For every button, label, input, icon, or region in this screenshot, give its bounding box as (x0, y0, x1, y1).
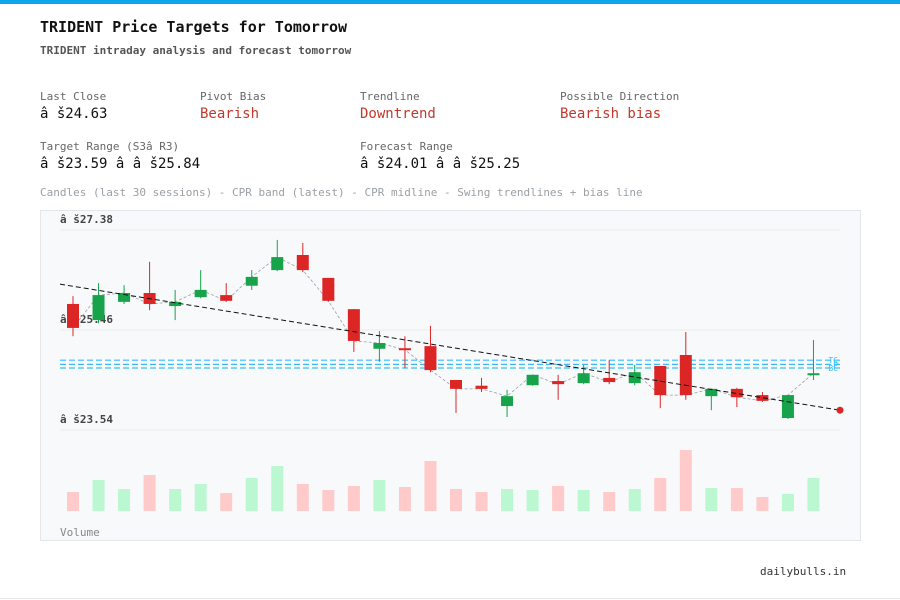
volume-bar (220, 493, 233, 511)
volume-bar (398, 487, 411, 511)
stat-label: Trendline (360, 90, 420, 103)
candle-body (118, 293, 131, 302)
candle-body (322, 277, 335, 301)
candle-body (245, 276, 258, 286)
volume-bar (807, 478, 820, 511)
candle-body (730, 388, 743, 398)
stat-label: Possible Direction (560, 90, 680, 103)
candle-body (603, 377, 616, 383)
stat-value: Bearish bias (560, 106, 662, 122)
trendline (59, 283, 841, 411)
candle-body (679, 355, 692, 396)
stat-label: Pivot Bias (200, 90, 267, 103)
volume-bar (628, 489, 641, 511)
volume-bar (450, 489, 462, 511)
candle-body (705, 388, 718, 397)
title: TRIDENT Price Targets for Tomorrow (40, 18, 348, 36)
candle-body (194, 289, 207, 298)
bias-dot (836, 406, 844, 414)
candle-body (92, 295, 105, 321)
stat-label: Last Close (40, 90, 107, 103)
candle-body (296, 255, 309, 271)
volume-bar (475, 492, 488, 511)
cpr-label: P (833, 360, 838, 369)
stat-value: â š24.63 (40, 106, 108, 122)
y-tick-label: â š27.38 (60, 213, 113, 226)
candle-body (67, 303, 79, 328)
stat-value: â š23.59 â â š25.84 (40, 156, 201, 172)
volume-bar (271, 466, 284, 511)
candle-body (781, 395, 794, 419)
cpr-label: TC (828, 356, 838, 365)
volume-label: Volume (60, 526, 100, 539)
stat-label: Target Range (S3â R3) (40, 140, 180, 153)
volume-bar (603, 492, 616, 511)
subtitle: TRIDENT intraday analysis and forecast t… (40, 44, 352, 57)
volume-bar (347, 486, 360, 511)
candle-body (475, 385, 488, 389)
volume-bar (92, 480, 105, 511)
volume-bar (756, 497, 769, 511)
caption: Candles (last 30 sessions) - CPR band (l… (40, 186, 643, 199)
volume-bar (501, 489, 514, 511)
volume-bar (424, 461, 437, 511)
candle-body (654, 365, 667, 396)
volume-bar (679, 450, 692, 511)
y-tick-label: â š23.54 (60, 413, 113, 426)
bottom-rule (0, 598, 900, 599)
volume-bar (296, 484, 309, 511)
volume-bar (577, 490, 590, 511)
volume-bar (143, 475, 156, 511)
volume-bar (322, 490, 335, 511)
candle-body (628, 372, 641, 384)
cpr-label: BC (828, 364, 838, 373)
volume-bar (552, 486, 565, 511)
volume-bar (526, 490, 539, 511)
top-bar (0, 0, 900, 4)
candle-body (526, 374, 539, 386)
stat-value: â š24.01 â â š25.25 (360, 156, 521, 172)
volume-bar (730, 488, 743, 511)
volume-bar (654, 478, 667, 511)
candle-body (450, 380, 462, 389)
candle-body (169, 301, 182, 307)
volume-bar (67, 492, 79, 511)
candle-body (756, 395, 769, 401)
volume-bar (781, 494, 794, 511)
stat-label: Forecast Range (360, 140, 453, 153)
candle-body (552, 381, 565, 385)
volume-bar (194, 484, 207, 511)
candle-body (220, 295, 233, 301)
volume-bar (169, 489, 182, 511)
candle-body (347, 309, 360, 341)
chart-frame (40, 210, 861, 541)
stat-value: Bearish (200, 106, 260, 122)
volume-bar (118, 489, 131, 511)
volume-bar (705, 488, 718, 511)
stat-value: Downtrend (360, 106, 436, 122)
candle-body (577, 373, 590, 384)
candle-body (807, 373, 820, 376)
volume-bar (245, 478, 258, 511)
candle-body (271, 257, 284, 271)
volume-bar (373, 480, 386, 511)
footer: dailybulls.in (760, 565, 847, 578)
candle-body (398, 348, 411, 351)
candle-body (373, 343, 386, 349)
candle-body (501, 396, 514, 407)
candle-body (424, 346, 437, 371)
